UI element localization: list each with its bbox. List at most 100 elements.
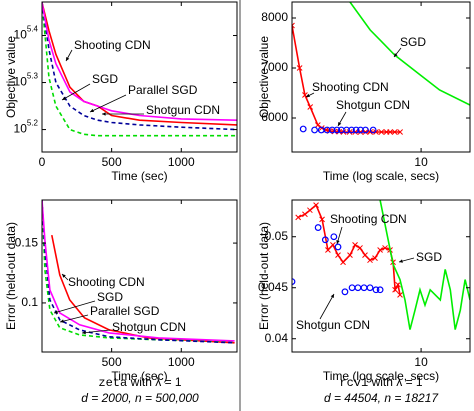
marker: [335, 252, 341, 258]
series-line: [42, 200, 235, 343]
marker: [362, 126, 369, 134]
marker: [325, 247, 331, 253]
series-label: SGD: [97, 290, 123, 304]
marker: [357, 245, 363, 251]
marker: [330, 233, 338, 241]
y-tick-label: 105.4: [14, 25, 39, 42]
y-tick-label: 7000: [261, 60, 288, 74]
marker: [382, 245, 388, 251]
marker: [292, 22, 295, 29]
marker: [340, 259, 346, 266]
marker: [302, 211, 308, 218]
series-label: Shotgun CDN: [112, 320, 186, 334]
marker: [352, 242, 358, 248]
x-tick-label: 500: [102, 355, 122, 369]
arrow-head: [394, 53, 398, 57]
marker: [307, 104, 314, 110]
series-label: SGD: [400, 35, 426, 49]
marker: [391, 129, 398, 135]
caption-text: with λ = 1: [130, 375, 182, 389]
x-tick-label: 1000: [168, 355, 195, 369]
marker: [330, 242, 336, 248]
label-arrow: [89, 94, 127, 113]
marker: [354, 284, 362, 292]
marker: [296, 65, 303, 71]
marker: [387, 129, 394, 135]
marker: [295, 214, 302, 221]
marker: [348, 284, 356, 292]
series-line: [292, 25, 401, 133]
marker: [373, 129, 379, 135]
marker: [360, 284, 368, 292]
series-line: [42, 200, 235, 342]
arrow-head: [62, 96, 66, 100]
marker: [313, 202, 319, 208]
y-tick-label: 0.05: [265, 229, 289, 243]
label-arrow: [319, 293, 335, 320]
marker: [341, 288, 349, 296]
axes-box: [291, 1, 471, 153]
marker: [333, 126, 341, 134]
dataset-name: zeta: [98, 376, 127, 390]
x-axis-label: Time (sec): [111, 369, 167, 383]
y-tick-label: 0.1: [21, 295, 38, 309]
marker: [328, 126, 336, 134]
y-tick-label: 105.3: [14, 72, 39, 89]
arrow-head: [66, 57, 70, 61]
marker: [378, 129, 385, 135]
arrow-head: [62, 274, 66, 278]
marker: [362, 252, 368, 258]
dataset-name: rcv1: [339, 376, 368, 390]
axes-box: [41, 1, 238, 153]
axes-box: [41, 199, 238, 353]
x-axis-label: Time (log scale, secs): [323, 369, 439, 383]
y-axis-label: Objective value: [4, 36, 18, 118]
series-label: SGD: [416, 250, 442, 264]
arrow-head: [399, 259, 403, 263]
arrow-head: [306, 93, 310, 97]
arrow-head: [338, 122, 342, 126]
series-line: [42, 2, 237, 131]
marker: [352, 126, 360, 134]
marker: [392, 286, 398, 293]
series-label: Shooting CDN: [330, 212, 407, 226]
y-tick-label: 0.045: [258, 280, 288, 294]
plot-area: [42, 2, 237, 137]
x-tick-label: 10: [414, 155, 428, 169]
series-label: Shotgun CDN: [146, 103, 220, 117]
caption: zeta with λ = 1: [98, 375, 182, 390]
x-axis-label: Time (sec): [111, 169, 167, 183]
marker: [397, 129, 403, 135]
label-arrow: [53, 300, 96, 314]
marker: [334, 243, 342, 251]
y-tick-label: 105.2: [14, 119, 39, 136]
x-axis-label: Time (log scale, secs): [323, 169, 439, 183]
y-axis-label: Error (held-out data): [257, 222, 271, 330]
label-arrow: [61, 83, 91, 101]
series-label: Parallel SGD: [90, 304, 160, 318]
caption-sizes: d = 2000, n = 500,000: [81, 391, 199, 405]
marker: [376, 286, 384, 294]
axes-box: [291, 199, 471, 353]
series-line: [348, 2, 470, 106]
marker: [369, 126, 377, 134]
y-tick-label: 0.04: [265, 331, 289, 345]
marker: [366, 284, 374, 292]
x-tick-label: 0: [39, 155, 46, 169]
marker: [348, 126, 355, 134]
y-tick-label: 0.15: [15, 235, 39, 249]
x-tick-label: 1000: [168, 155, 195, 169]
series-line: [42, 200, 235, 344]
marker: [397, 292, 403, 298]
marker: [377, 247, 383, 253]
series-label: Shotgun CDN: [336, 98, 410, 112]
series-label: Shooting CDN: [312, 80, 389, 94]
arrow-head: [336, 240, 340, 244]
arrow-head: [60, 319, 64, 323]
marker: [395, 281, 401, 288]
label-arrow: [81, 329, 111, 334]
marker: [307, 207, 313, 214]
arrow-head: [82, 330, 86, 335]
marker: [343, 126, 350, 134]
